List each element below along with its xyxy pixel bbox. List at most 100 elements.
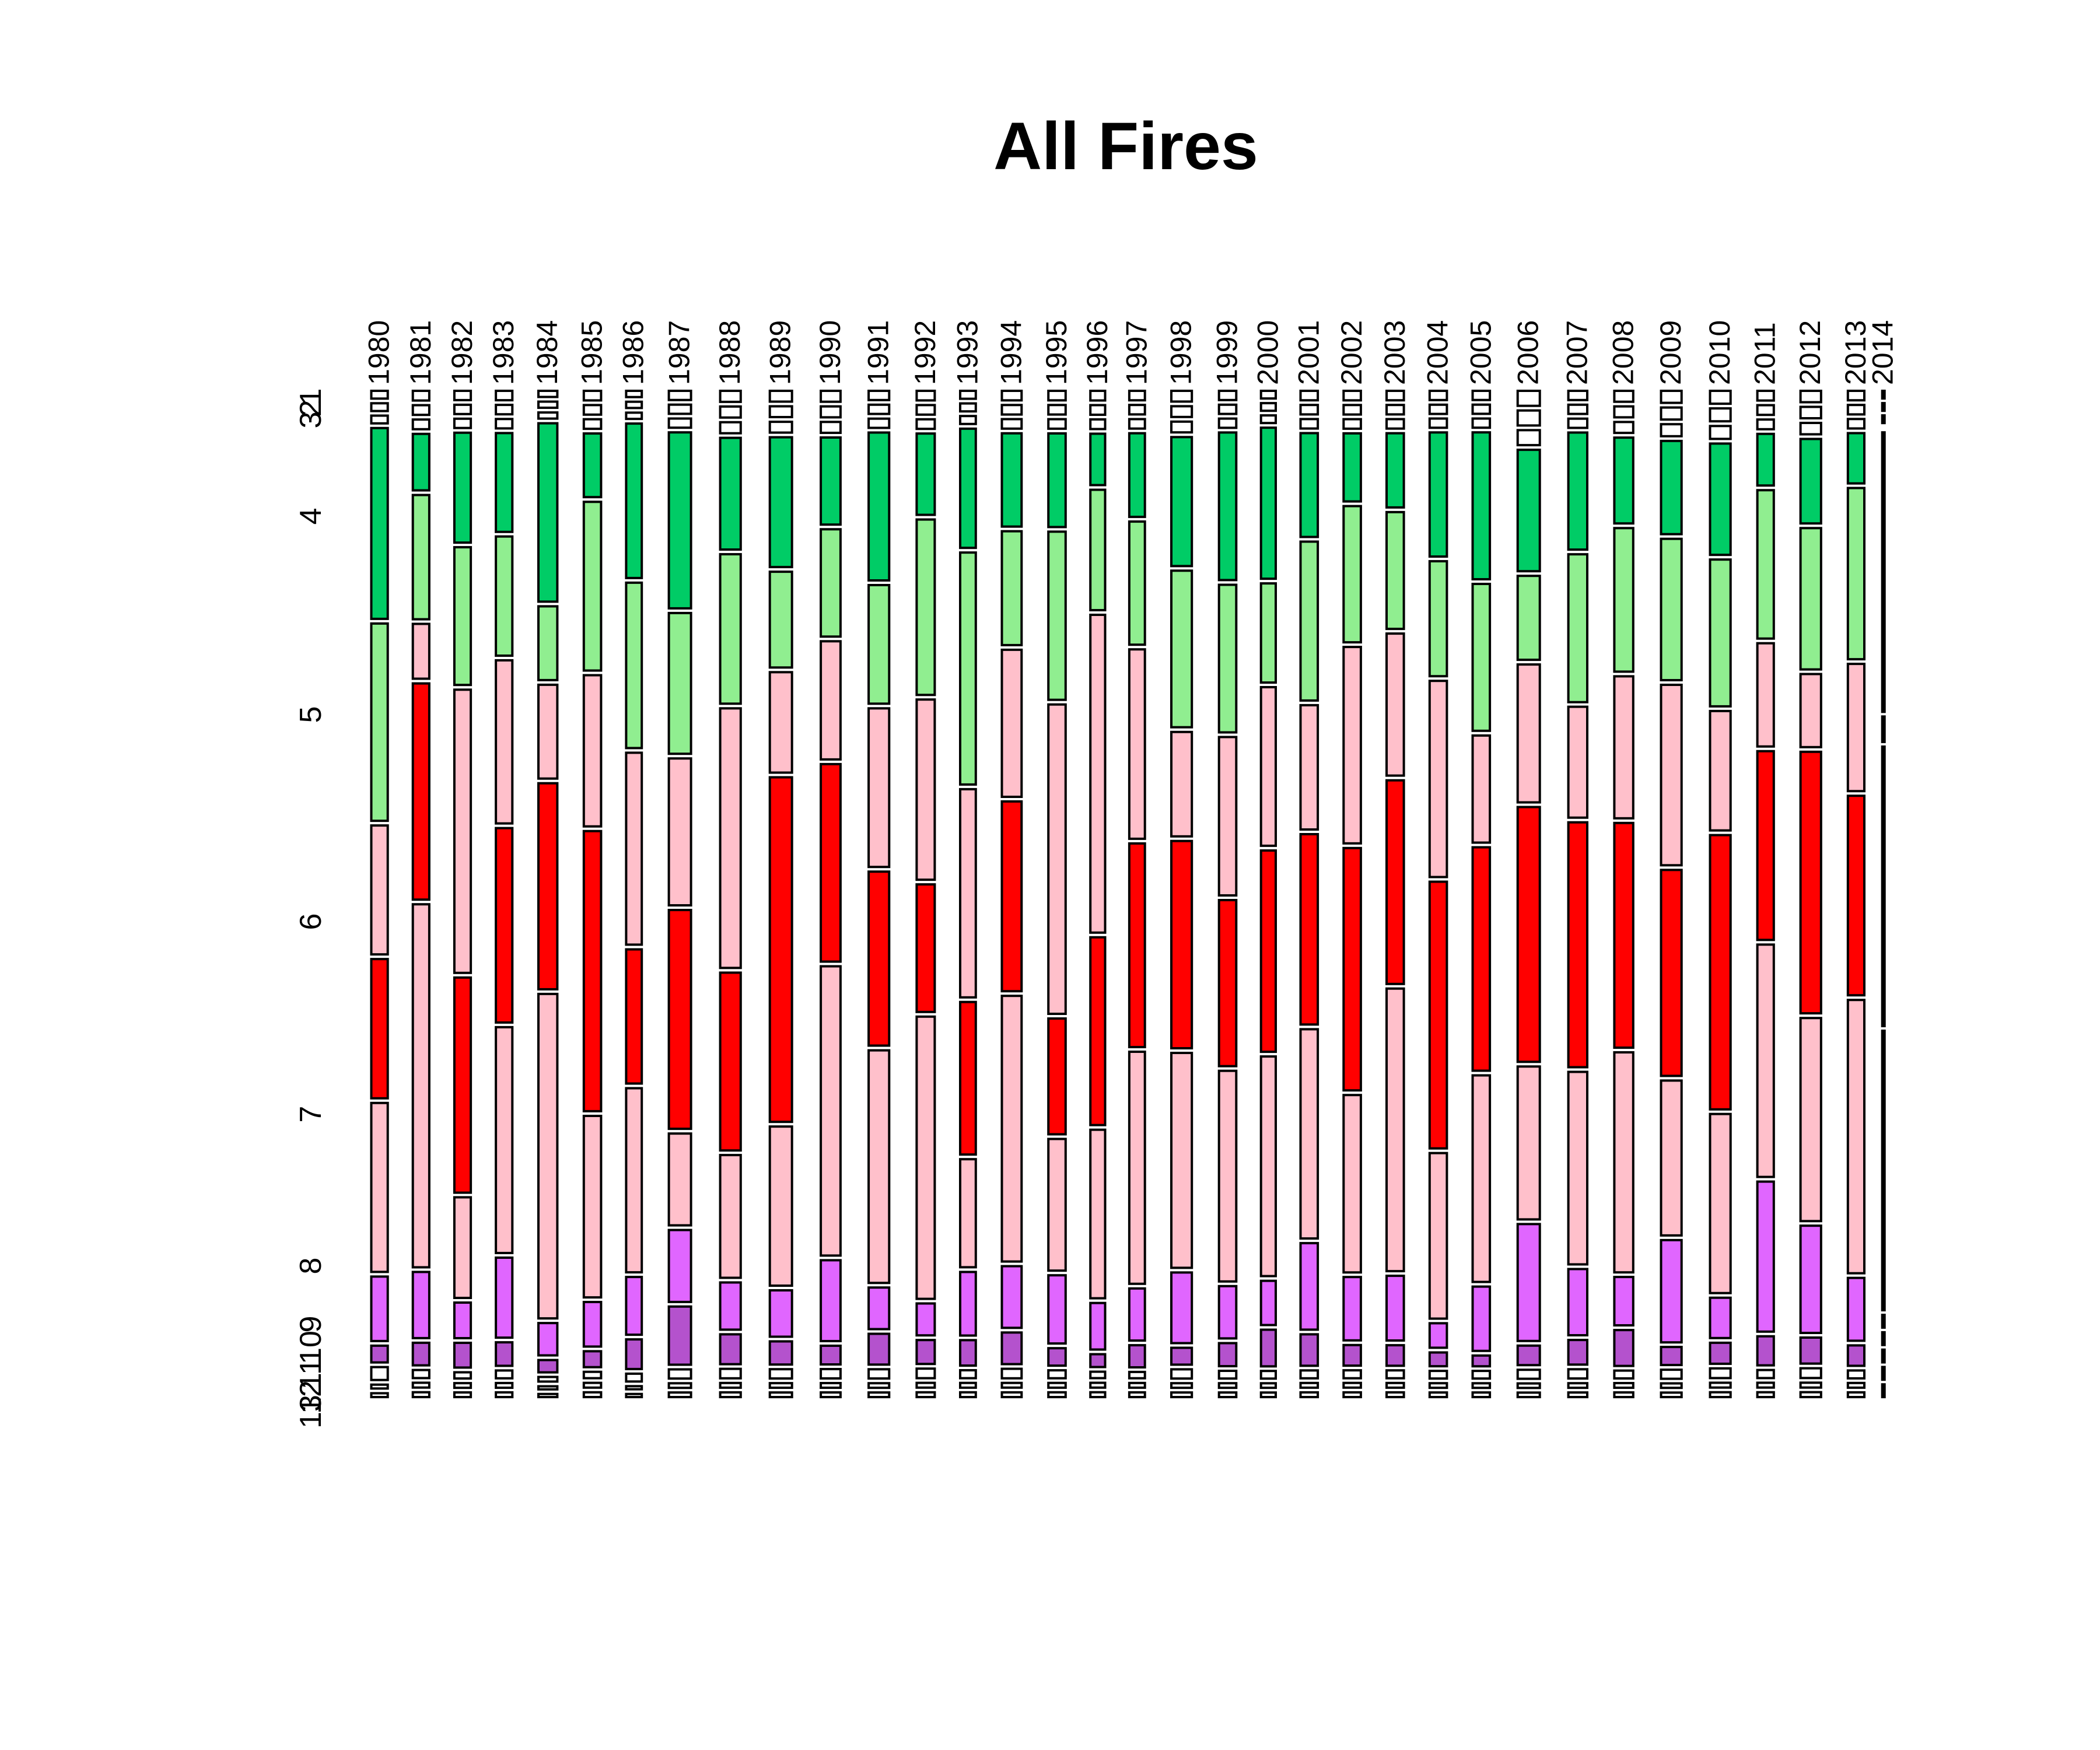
mosaic-cell-1993-0 bbox=[959, 390, 977, 400]
mosaic-cell-1984-5 bbox=[537, 683, 559, 780]
mosaic-cell-2005-9 bbox=[1471, 1354, 1492, 1368]
mosaic-cell-1981-0 bbox=[411, 390, 430, 402]
mosaic-cell-1989-2 bbox=[768, 421, 793, 434]
mosaic-cell-2010-0 bbox=[1709, 390, 1732, 405]
mosaic-cell-1985-7 bbox=[582, 1115, 603, 1299]
mosaic-cell-1996-1 bbox=[1089, 404, 1107, 416]
mosaic-cell-2006-6 bbox=[1516, 806, 1541, 1063]
mosaic-cell-2014-6 bbox=[1881, 745, 1886, 1028]
mosaic-cell-2006-12 bbox=[1516, 1391, 1541, 1399]
mosaic-cell-1983-3 bbox=[495, 432, 514, 533]
mosaic-cell-2007-6 bbox=[1567, 821, 1589, 1069]
x-tick-label-2013: 2013 bbox=[1839, 320, 1872, 385]
mosaic-cell-1995-10 bbox=[1047, 1369, 1067, 1380]
mosaic-cell-1982-2 bbox=[453, 417, 473, 429]
mosaic-cell-2009-1 bbox=[1660, 406, 1683, 421]
mosaic-cell-2007-2 bbox=[1567, 417, 1589, 429]
mosaic-cell-2014-0 bbox=[1881, 390, 1886, 400]
mosaic-cell-2013-10 bbox=[1846, 1369, 1866, 1380]
mosaic-cell-1994-11 bbox=[1000, 1381, 1023, 1389]
mosaic-cell-2003-9 bbox=[1385, 1344, 1405, 1367]
mosaic-cell-2003-1 bbox=[1385, 404, 1405, 416]
mosaic-cell-1987-0 bbox=[667, 390, 692, 401]
mosaic-cell-2001-4 bbox=[1299, 540, 1320, 702]
mosaic-cell-1995-0 bbox=[1047, 390, 1067, 402]
mosaic-cell-1980-12 bbox=[370, 1392, 389, 1398]
mosaic-cell-1989-7 bbox=[768, 1125, 793, 1287]
mosaic-cell-2002-0 bbox=[1342, 390, 1362, 402]
mosaic-cell-1999-9 bbox=[1217, 1342, 1238, 1367]
mosaic-cell-2010-11 bbox=[1709, 1381, 1732, 1389]
mosaic-cell-2005-8 bbox=[1471, 1285, 1492, 1352]
mosaic-cell-1997-5 bbox=[1128, 648, 1146, 840]
x-tick-label-1984: 1984 bbox=[531, 320, 564, 385]
mosaic-cell-1990-4 bbox=[820, 528, 842, 638]
mosaic-cell-2000-6 bbox=[1259, 849, 1277, 1054]
mosaic-cell-2000-2 bbox=[1259, 414, 1277, 425]
mosaic-cell-2004-1 bbox=[1428, 403, 1448, 415]
mosaic-cell-1998-4 bbox=[1170, 569, 1194, 729]
mosaic-cell-1990-1 bbox=[820, 405, 842, 419]
mosaic-cell-2001-6 bbox=[1299, 833, 1320, 1026]
mosaic-cell-1993-11 bbox=[959, 1381, 977, 1389]
mosaic-cell-2006-5 bbox=[1516, 663, 1541, 804]
mosaic-cell-1992-2 bbox=[915, 418, 936, 430]
mosaic-cell-1980-6 bbox=[370, 958, 389, 1100]
mosaic-cell-1993-9 bbox=[959, 1339, 977, 1367]
mosaic-cell-1988-9 bbox=[719, 1333, 742, 1366]
mosaic-cell-2014-7 bbox=[1881, 1030, 1886, 1312]
mosaic-cell-1996-12 bbox=[1089, 1391, 1107, 1398]
mosaic-cell-1995-8 bbox=[1047, 1274, 1067, 1345]
mosaic-cell-1983-11 bbox=[495, 1381, 514, 1389]
x-tick-label-1999: 1999 bbox=[1211, 320, 1244, 385]
mosaic-cell-2004-12 bbox=[1428, 1391, 1448, 1399]
mosaic-cell-1992-0 bbox=[915, 390, 936, 402]
mosaic-cell-2009-11 bbox=[1660, 1382, 1683, 1390]
mosaic-cell-1993-3 bbox=[959, 427, 977, 550]
mosaic-cell-2012-7 bbox=[1799, 1017, 1822, 1223]
y-tick-label-9: 9 bbox=[294, 1316, 328, 1333]
mosaic-cell-1981-9 bbox=[411, 1341, 430, 1367]
mosaic-cell-2002-5 bbox=[1342, 646, 1362, 845]
mosaic-cell-2002-10 bbox=[1342, 1369, 1362, 1380]
mosaic-cell-2000-5 bbox=[1259, 686, 1277, 847]
y-tick-label-6: 6 bbox=[294, 914, 328, 930]
mosaic-cell-2002-4 bbox=[1342, 505, 1362, 644]
mosaic-cell-1990-0 bbox=[820, 390, 842, 403]
mosaic-cell-2008-6 bbox=[1613, 821, 1634, 1049]
mosaic-cell-1993-6 bbox=[959, 1000, 977, 1156]
mosaic-cell-1994-12 bbox=[1000, 1391, 1023, 1398]
mosaic-cell-1987-3 bbox=[667, 431, 692, 610]
mosaic-cell-1982-9 bbox=[453, 1342, 473, 1369]
mosaic-cell-1998-7 bbox=[1170, 1052, 1194, 1269]
mosaic-cell-1986-10 bbox=[625, 1372, 643, 1383]
mosaic-cell-2009-0 bbox=[1660, 390, 1683, 404]
mosaic-cell-2005-3 bbox=[1471, 431, 1492, 581]
mosaic-cell-2010-2 bbox=[1709, 425, 1732, 440]
mosaic-cell-2014-4 bbox=[1881, 431, 1886, 713]
x-tick-label-2002: 2002 bbox=[1335, 320, 1368, 385]
mosaic-cell-1988-0 bbox=[719, 390, 742, 403]
mosaic-cell-1981-7 bbox=[411, 903, 430, 1269]
mosaic-cell-1983-6 bbox=[495, 827, 514, 1024]
mosaic-cell-2011-3 bbox=[1756, 432, 1775, 487]
x-tick-label-1983: 1983 bbox=[487, 320, 520, 385]
mosaic-cell-1999-6 bbox=[1217, 899, 1238, 1068]
mosaic-cell-1998-12 bbox=[1170, 1391, 1194, 1399]
mosaic-cell-1994-6 bbox=[1000, 800, 1023, 993]
mosaic-cell-1984-8 bbox=[537, 1322, 559, 1357]
mosaic-cell-1992-1 bbox=[915, 404, 936, 416]
mosaic-cell-1986-1 bbox=[625, 400, 643, 410]
mosaic-cell-1987-11 bbox=[667, 1382, 692, 1390]
x-tick-label-2008: 2008 bbox=[1607, 320, 1640, 385]
mosaic-cell-2012-1 bbox=[1799, 405, 1822, 419]
mosaic-cell-1986-5 bbox=[625, 751, 643, 946]
mosaic-cell-1981-10 bbox=[411, 1368, 430, 1380]
mosaic-cell-1982-5 bbox=[453, 688, 473, 974]
mosaic-cell-1995-9 bbox=[1047, 1347, 1067, 1367]
mosaic-cell-2002-2 bbox=[1342, 418, 1362, 430]
mosaic-cell-1985-10 bbox=[582, 1370, 603, 1380]
mosaic-cell-2007-9 bbox=[1567, 1339, 1589, 1366]
mosaic-cell-1983-9 bbox=[495, 1341, 514, 1367]
mosaic-cell-1991-0 bbox=[867, 390, 891, 401]
